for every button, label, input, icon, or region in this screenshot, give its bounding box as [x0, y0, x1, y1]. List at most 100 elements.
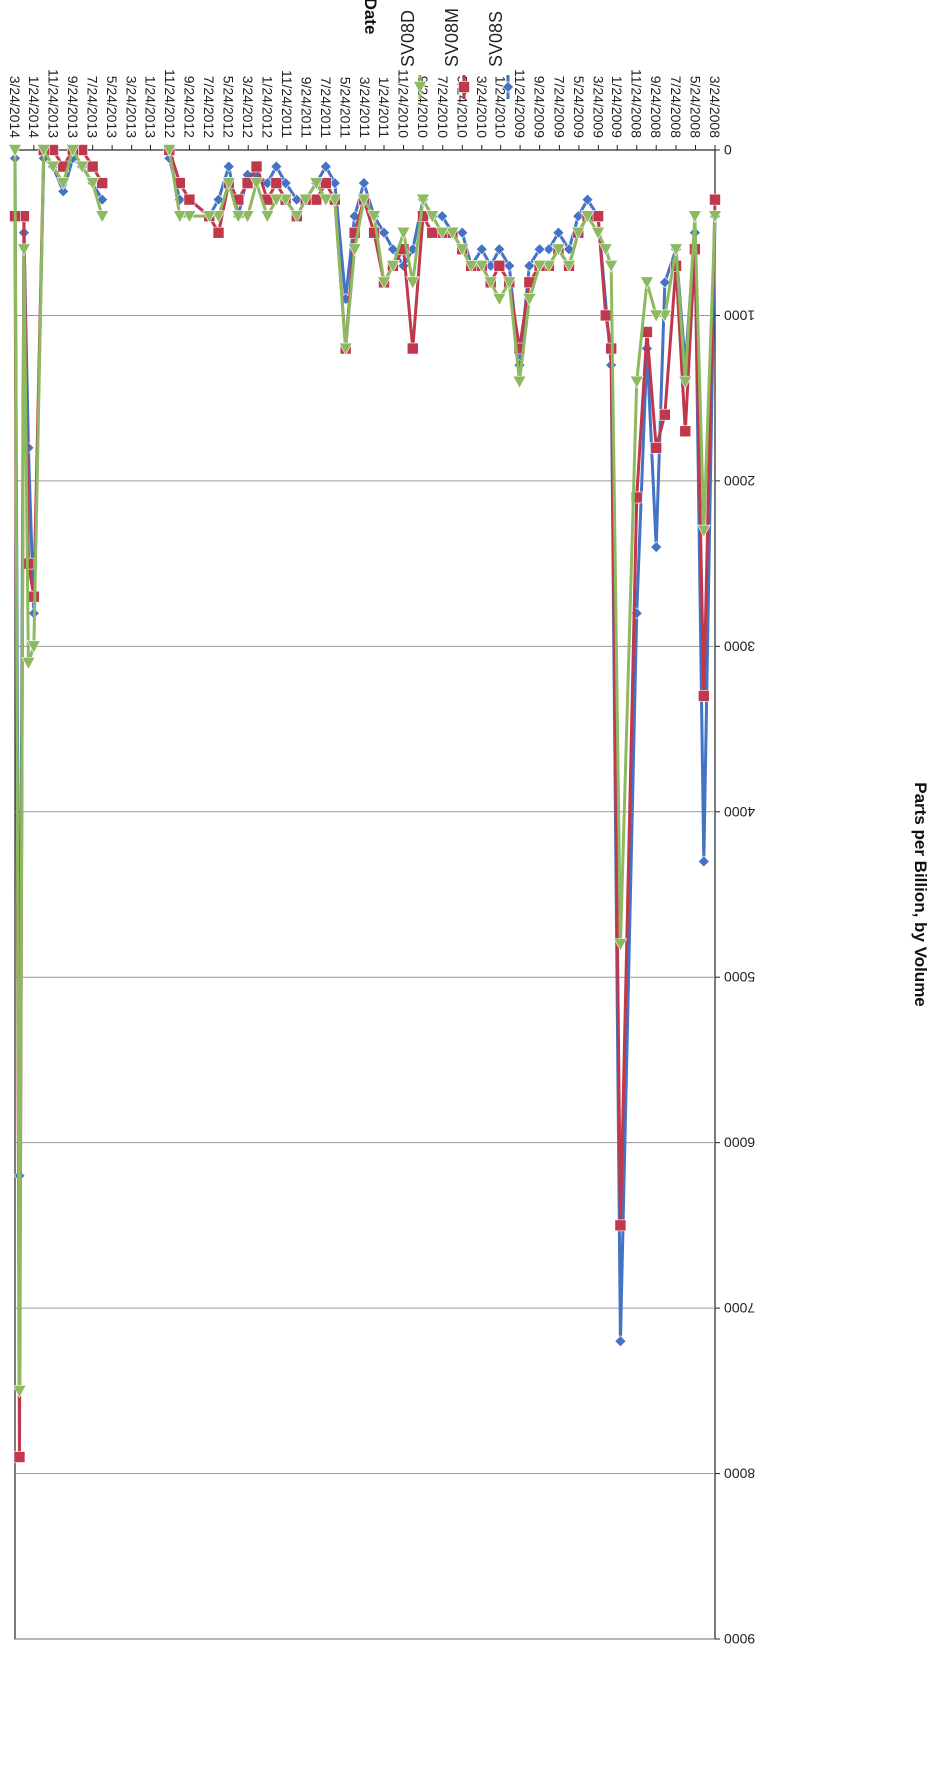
data-point-marker — [278, 193, 293, 207]
y-tick-label: 1000 — [724, 307, 755, 323]
data-point-marker — [412, 81, 428, 95]
data-point-marker — [591, 226, 606, 240]
x-tick-label: 11/24/2009 — [512, 69, 528, 138]
y-tick-label: 3000 — [724, 638, 755, 654]
data-point-marker — [533, 243, 546, 256]
data-point-marker — [513, 342, 526, 355]
data-point-marker — [541, 260, 556, 273]
data-point-marker — [598, 243, 613, 257]
x-tick-label: 7/24/2008 — [668, 76, 684, 138]
data-point-marker — [348, 226, 361, 239]
x-tick-label: 3/24/2010 — [474, 76, 490, 138]
data-point-marker — [698, 690, 710, 702]
data-point-marker — [630, 491, 643, 504]
x-tick-label: 9/24/2011 — [298, 77, 314, 138]
data-point-marker — [581, 193, 594, 206]
legend-item-sv08m: SV08M — [442, 8, 470, 99]
data-point-marker — [298, 193, 313, 207]
y-tick-label: 9000 — [724, 1631, 755, 1647]
data-point-marker — [16, 243, 31, 257]
data-point-marker — [96, 177, 109, 189]
x-tick-label: 11/24/2011 — [279, 70, 295, 138]
x-tick-label: 1/24/2012 — [259, 76, 275, 138]
x-tick-label: 3/24/2009 — [590, 76, 606, 138]
x-tick-label: 11/24/2010 — [395, 69, 411, 138]
series-sv08d — [7, 144, 723, 1398]
x-tick-label: 9/24/2008 — [648, 76, 664, 138]
data-point-marker — [378, 226, 390, 239]
data-point-marker — [426, 226, 439, 239]
legend-label: SV08S — [486, 11, 506, 67]
x-tick-label: 5/24/2012 — [221, 76, 237, 138]
data-point-marker — [319, 160, 332, 173]
data-point-marker — [502, 81, 514, 93]
data-point-marker — [65, 144, 80, 158]
data-point-marker — [512, 375, 527, 389]
data-point-marker — [697, 855, 710, 868]
data-point-marker — [552, 226, 565, 239]
data-point-marker — [13, 1451, 26, 1463]
x-tick-label: 7/24/2013 — [85, 76, 101, 138]
y-tick-label: 8000 — [724, 1466, 755, 1482]
data-point-marker — [368, 226, 380, 239]
data-point-marker — [503, 259, 516, 272]
x-tick-label: 11/24/2008 — [629, 69, 645, 138]
data-point-marker — [249, 177, 264, 191]
data-point-marker — [464, 260, 479, 273]
data-point-marker — [172, 210, 187, 224]
data-point-marker — [318, 193, 333, 207]
data-point-marker — [687, 210, 702, 224]
data-point-marker — [455, 243, 470, 257]
x-tick-label: 5/24/2009 — [571, 76, 587, 138]
x-axis-ticks: 3/24/20085/24/20087/24/20089/24/200811/2… — [7, 69, 723, 150]
data-point-marker — [678, 375, 693, 389]
data-point-marker — [483, 276, 498, 290]
data-point-marker — [542, 243, 555, 256]
data-point-marker — [492, 293, 507, 307]
data-point-marker — [493, 243, 506, 256]
data-point-marker — [406, 342, 419, 355]
data-point-marker — [356, 193, 371, 207]
data-point-marker — [202, 210, 217, 224]
data-point-marker — [435, 226, 450, 240]
data-point-marker — [523, 259, 536, 272]
data-point-marker — [571, 226, 586, 240]
data-point-marker — [36, 144, 51, 158]
x-tick-label: 5/24/2008 — [688, 76, 704, 138]
data-point-marker — [377, 276, 392, 290]
data-point-marker — [182, 210, 197, 224]
legend-label: SV08D — [398, 10, 418, 67]
data-point-marker — [580, 210, 595, 224]
x-tick-label: 1/24/2014 — [26, 76, 42, 138]
data-point-marker — [221, 177, 236, 191]
data-point-marker — [502, 276, 517, 290]
data-point-marker — [522, 293, 537, 307]
x-tick-label: 9/24/2013 — [65, 76, 81, 138]
data-point-marker — [396, 226, 411, 240]
data-point-marker — [75, 160, 90, 174]
data-point-marker — [679, 425, 692, 438]
legend: SV08S SV08M SV08D — [398, 8, 514, 99]
data-point-marker — [260, 210, 275, 224]
legend-item-sv08s: SV08S — [486, 11, 514, 99]
data-point-marker — [95, 210, 110, 224]
data-point-marker — [21, 657, 36, 671]
x-tick-label: 5/24/2011 — [338, 77, 354, 138]
data-point-marker — [270, 177, 283, 189]
data-point-marker — [12, 1385, 27, 1398]
y-tick-label: 5000 — [724, 969, 755, 985]
x-tick-label: 9/24/2009 — [532, 76, 548, 138]
x-tick-label: 1/24/2011 — [376, 77, 392, 138]
y-tick-label: 0 — [724, 142, 732, 158]
x-tick-label: 7/24/2011 — [318, 77, 334, 138]
data-point-marker — [250, 160, 263, 173]
data-point-marker — [231, 210, 246, 224]
data-point-marker — [456, 226, 469, 239]
data-point-marker — [650, 541, 663, 553]
y-tick-label: 6000 — [724, 1135, 755, 1151]
x-tick-label: 7/24/2009 — [551, 76, 567, 138]
data-point-marker — [599, 309, 612, 322]
x-tick-label: 3/24/2012 — [240, 76, 256, 138]
data-point-marker — [696, 524, 711, 538]
